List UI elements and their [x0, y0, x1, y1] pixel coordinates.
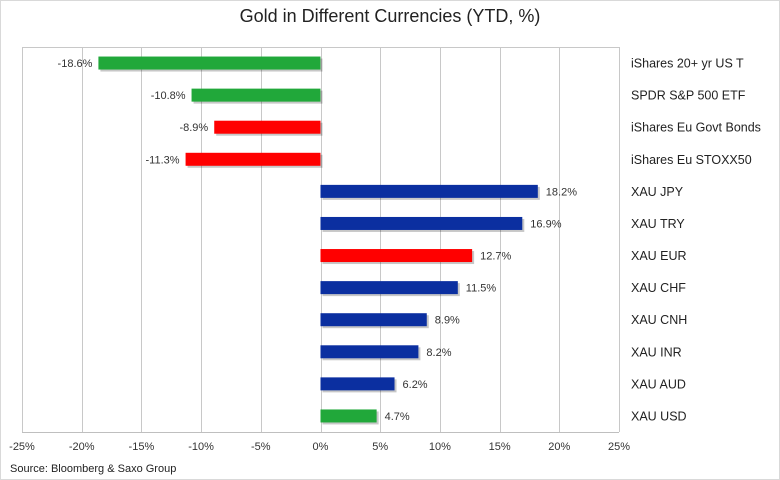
x-tick-label: 15% — [489, 441, 511, 453]
bar — [191, 88, 321, 102]
data-label: 11.5% — [466, 283, 497, 295]
category-label: XAU EUR — [631, 249, 687, 263]
category-label: SPDR S&P 500 ETF — [631, 89, 746, 103]
category-label: XAU USD — [631, 409, 687, 423]
bar — [320, 345, 419, 359]
bar — [320, 184, 538, 198]
category-label: XAU CHF — [631, 281, 686, 295]
bar — [185, 152, 321, 166]
x-axis-tick-labels: -25% -20% -15% -10% -5% 0% 5% 10% 15% 20% 25% — [9, 441, 630, 453]
data-label: 12.7% — [480, 251, 511, 263]
data-label: 6.2% — [403, 379, 428, 391]
category-label: XAU JPY — [631, 185, 684, 199]
bar — [320, 377, 395, 391]
category-label: XAU TRY — [631, 217, 685, 231]
category-label: iShares Eu STOXX50 — [631, 153, 752, 167]
x-tick-label: 10% — [429, 441, 451, 453]
data-label: 18.2% — [546, 186, 577, 198]
data-labels: -18.6% -10.8% -8.9% -11.3% 18.2% 16.9% 12.7% 11… — [58, 58, 578, 423]
bar — [214, 120, 321, 134]
category-label: iShares Eu Govt Bonds — [631, 121, 761, 135]
data-label: 16.9% — [530, 218, 561, 230]
data-label: 8.9% — [435, 315, 460, 327]
x-tick-label: -20% — [69, 441, 95, 453]
bar — [320, 216, 523, 230]
x-tick-label: -5% — [251, 441, 271, 453]
category-label: XAU CNH — [631, 313, 687, 327]
data-label: -8.9% — [179, 122, 208, 134]
bar — [320, 249, 473, 263]
bar — [98, 56, 321, 70]
source-note: Source: Bloomberg & Saxo Group — [10, 463, 177, 475]
bar — [320, 409, 377, 423]
category-label: XAU INR — [631, 345, 682, 359]
data-label: -18.6% — [58, 58, 93, 70]
category-label: XAU AUD — [631, 377, 686, 391]
category-label: iShares 20+ yr US T — [631, 57, 744, 71]
bars — [98, 56, 540, 425]
x-tick-label: 0% — [313, 441, 329, 453]
x-tick-label: -25% — [9, 441, 35, 453]
grid-lines — [22, 47, 620, 433]
category-labels: iShares 20+ yr US T SPDR S&P 500 ETF iShar… — [631, 57, 761, 424]
bar — [320, 313, 427, 327]
chart-title: Gold in Different Currencies (YTD, %) — [239, 6, 541, 26]
bar — [320, 281, 458, 295]
data-label: -10.8% — [151, 90, 186, 102]
x-tick-label: -15% — [129, 441, 155, 453]
data-label: 4.7% — [385, 411, 410, 423]
x-tick-label: 20% — [548, 441, 570, 453]
x-tick-label: 25% — [608, 441, 630, 453]
x-tick-label: 5% — [372, 441, 388, 453]
x-tick-label: -10% — [188, 441, 214, 453]
data-label: -11.3% — [146, 154, 180, 166]
data-label: 8.2% — [426, 347, 451, 359]
